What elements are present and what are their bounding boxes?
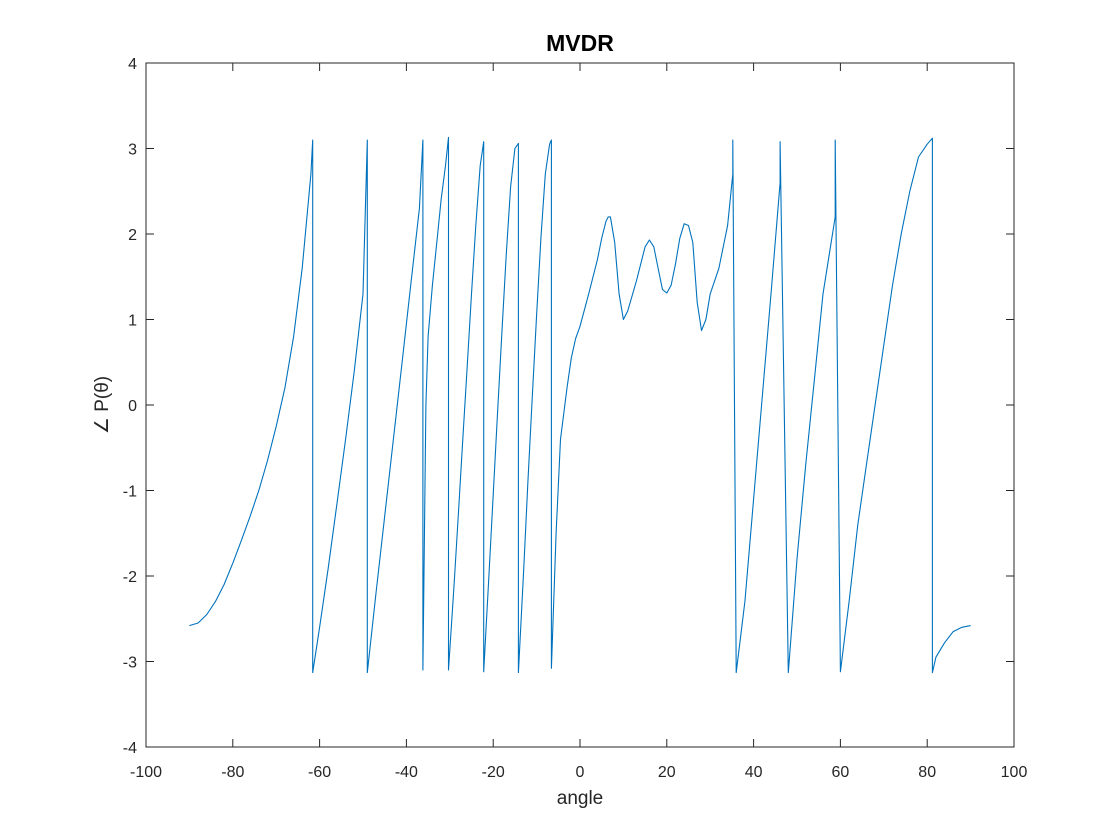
y-tick-label: 4 (128, 56, 137, 73)
y-tick-label: -1 (123, 484, 137, 501)
series-layer (189, 136, 971, 674)
x-tick-label: -60 (308, 764, 331, 781)
x-axis-label: angle (557, 788, 604, 809)
y-tick-label: 3 (128, 142, 137, 159)
chart-title: MVDR (546, 30, 614, 56)
x-tick-label: 80 (918, 764, 936, 781)
series-line (189, 136, 971, 674)
x-tick-label: 0 (576, 764, 585, 781)
x-tick-label: 100 (1001, 764, 1028, 781)
x-tick-label: 20 (658, 764, 676, 781)
y-tick-label: 1 (128, 313, 137, 330)
y-tick-label: -2 (123, 569, 137, 586)
y-tick-label: 0 (128, 398, 137, 415)
plot-frame (145, 62, 1015, 748)
y-axis-ticks: -4 -3 -2 -1 0 1 2 3 4 (123, 56, 1014, 757)
x-tick-label: -100 (130, 764, 162, 781)
y-tick-label: -4 (123, 740, 137, 757)
y-tick-label: 2 (128, 227, 137, 244)
x-tick-label: 60 (832, 764, 850, 781)
x-tick-label: 40 (745, 764, 763, 781)
y-tick-label: -3 (123, 655, 137, 672)
plot-area (146, 63, 1014, 747)
x-tick-label: -40 (395, 764, 418, 781)
x-tick-label: -20 (482, 764, 505, 781)
x-axis-ticks: -100 -80 -60 -40 -20 0 20 40 60 80 100 (130, 63, 1027, 781)
y-axis-label: ∠ P(θ) (92, 376, 113, 434)
x-tick-label: -80 (221, 764, 244, 781)
